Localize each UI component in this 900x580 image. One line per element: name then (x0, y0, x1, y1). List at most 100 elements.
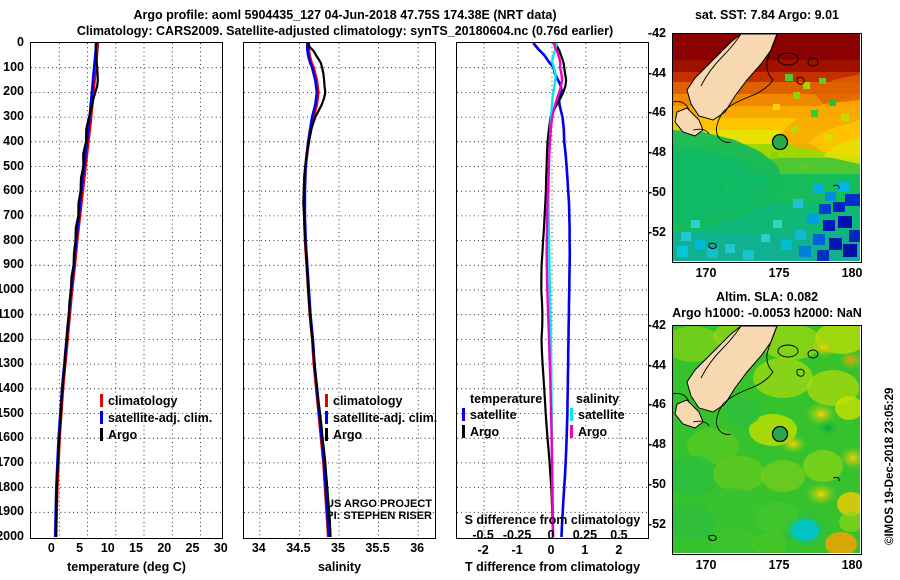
sla-map-frame (672, 325, 862, 555)
sla-map-svg (673, 326, 860, 553)
depth-tick: 900 (3, 257, 24, 272)
map-contours (673, 34, 840, 249)
legend-swatch-climatology (100, 394, 103, 407)
temperature-climatology-curve (55, 43, 100, 537)
sst-xtick: 170 (695, 266, 717, 280)
depth-tick: 0 (17, 35, 24, 49)
temperature-plot-svg (31, 43, 221, 537)
legend-label: satellite-adj. clim. (108, 410, 213, 425)
difference-temperature-xtick: -2 (477, 543, 489, 557)
temperature-axis-label: temperature (deg C) (67, 560, 186, 574)
map-contours (673, 326, 840, 541)
sla-map-yticks: -42 -44 -46 -48 -50 -52 (640, 318, 670, 555)
sst-cold-tongue (673, 130, 783, 232)
sst-ytick: -48 (647, 145, 666, 160)
sla-map-xticks: 170 175 180 (672, 558, 863, 574)
difference-xticks-bottom: -2 -1 0 1 2 (456, 543, 649, 557)
legend-swatch-climatology (325, 394, 328, 407)
sst-map-frame (672, 33, 862, 263)
sla-xtick: 170 (695, 558, 717, 572)
depth-tick: 300 (3, 109, 24, 124)
depth-tick: 1800 (0, 479, 24, 494)
legend-label: Argo (108, 427, 138, 442)
sla-ytick: -46 (647, 397, 666, 412)
temperature-xtick: 20 (157, 541, 172, 555)
sla-xtick: 180 (841, 558, 863, 572)
temperature-depth-ticks: 0 100 200 300 400 500 600 700 800 900 10… (0, 35, 28, 543)
legend-swatch-salinity-satellite (570, 408, 573, 421)
difference-salinity-xtick: -0.5 (472, 528, 494, 542)
depth-tick: 1500 (0, 405, 24, 420)
depth-tick: 1100 (0, 306, 24, 321)
salinity-xtick: 34.5 (286, 541, 311, 555)
sla-ytick: -50 (647, 476, 666, 491)
imos-credit: ©IMOS 19-Dec-2018 23:05:29 (884, 387, 896, 545)
sst-map-xticks: 170 175 180 (672, 266, 863, 282)
depth-tick: 1700 (0, 454, 24, 469)
legend-column-header: temperature (470, 392, 543, 406)
legend-label: Argo (470, 424, 500, 439)
sla-xtick: 175 (768, 558, 790, 572)
legend-swatch-salinity-argo (570, 425, 573, 438)
sst-noise-pixels (723, 74, 849, 190)
salinity-gridlines (244, 43, 434, 537)
header-line-2: Climatology: CARS2009. Satellite-adjuste… (76, 24, 614, 38)
legend-item: Argo (325, 426, 437, 443)
depth-tick: 600 (3, 183, 24, 198)
sst-map-yticks: -42 -44 -46 -48 -50 -52 (640, 26, 670, 263)
legend-item: climatology (100, 392, 212, 409)
legend-column-header: salinity (576, 392, 620, 406)
sla-map-title-line-1: Altim. SLA: 0.082 (715, 290, 819, 304)
difference-salinity-argo-curve (545, 43, 564, 537)
difference-salinity-xtick: 0 (547, 528, 555, 542)
sst-ytick: -52 (647, 224, 666, 239)
salinity-xtick: 35.5 (365, 541, 390, 555)
sst-warm-tongue (778, 74, 860, 164)
depth-tick: 1300 (0, 356, 24, 371)
sst-xtick: 180 (841, 266, 863, 280)
legend-label: satellite (470, 407, 517, 422)
depth-tick: 400 (3, 133, 24, 148)
legend-label: climatology (333, 393, 403, 408)
difference-legend-temperature-column: temperature satellite Argo (462, 392, 542, 440)
temperature-xtick: 5 (76, 541, 84, 555)
legend-item: climatology (325, 392, 437, 409)
argo-float-marker[interactable] (771, 133, 789, 151)
sst-map-svg (673, 34, 860, 261)
temperature-argo-curve (54, 43, 99, 537)
salinity-axis-label: salinity (317, 560, 362, 574)
depth-tick: 1200 (0, 331, 24, 346)
sst-ytick: -44 (647, 65, 666, 80)
salinity-legend: climatology satellite-adj. clim. Argo (325, 392, 437, 443)
argo-float-marker[interactable] (771, 425, 789, 443)
temperature-legend: climatology satellite-adj. clim. Argo (100, 392, 212, 443)
sla-ytick: -42 (647, 318, 666, 332)
difference-temperature-axis-label: T difference from climatology (464, 560, 641, 574)
sla-ytick: -44 (647, 357, 666, 372)
temperature-xtick: 25 (185, 541, 200, 555)
difference-temperature-xtick: -1 (511, 543, 523, 557)
depth-tick: 1900 (0, 504, 24, 519)
sst-ytick: -46 (647, 105, 666, 120)
attribution-line-2: PI: STEPHEN RISER (326, 510, 432, 522)
sst-cold-patches (677, 182, 860, 261)
depth-tick: 1600 (0, 430, 24, 445)
legend-label: satellite (578, 407, 625, 422)
legend-item: Argo (100, 426, 212, 443)
sla-ytick: -52 (647, 516, 666, 531)
sst-map-title: sat. SST: 7.84 Argo: 9.01 (694, 8, 840, 22)
legend-label: climatology (108, 393, 178, 408)
difference-salinity-xtick: 0.5 (610, 528, 628, 542)
legend-swatch-satellite (100, 411, 103, 424)
temperature-xtick: 0 (47, 541, 55, 555)
depth-tick: 2000 (0, 529, 24, 543)
difference-salinity-axis-label: S difference from climatology (464, 513, 641, 527)
sst-ytick: -50 (647, 184, 666, 199)
attribution-line-1: US ARGO PROJECT (326, 498, 432, 510)
depth-tick: 100 (3, 59, 24, 74)
salinity-xtick: 34 (251, 541, 266, 555)
legend-swatch-temperature-satellite (462, 408, 465, 421)
legend-swatch-argo (100, 428, 103, 441)
legend-label: satellite-adj. clim. (333, 410, 438, 425)
legend-label: Argo (578, 424, 608, 439)
